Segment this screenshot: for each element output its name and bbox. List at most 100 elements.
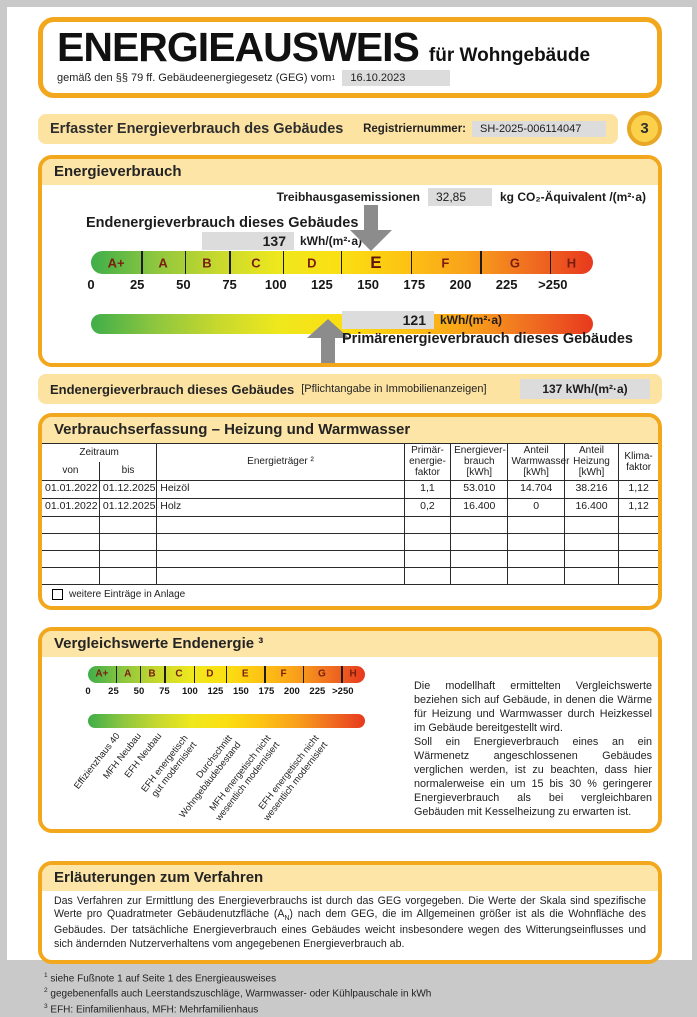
mandatory-banner: Endenergieverbrauch dieses Gebäudes [Pfl… [38,374,662,405]
table-cell [98,549,158,568]
registration-label: Registriernummer: [363,122,466,135]
table-cell: 14.704 [507,479,565,499]
table-cell: 0,2 [403,497,452,517]
table-cell: 01.12.2025 [98,479,158,499]
tick-label: 100 [181,685,198,697]
col-header-klimafaktor: Klima- faktor [618,443,658,481]
energy-class-bar: A+ A B C D E F G H [88,665,365,683]
col-header-bis: bis [98,461,157,481]
table-cell: 16.400 [563,497,620,517]
table-cell [450,532,509,551]
energy-section: Energieverbrauch Treibhausgasemissionen … [38,155,662,368]
table-cell: 01.12.2025 [98,497,158,517]
class-separator [549,251,552,275]
table-cell [403,515,452,534]
end-energy-label: Endenergieverbrauch dieses Gebäudes [86,215,359,232]
class-label-h: H [349,668,357,680]
comparison-labels: Effizienzhaus 40 MFH Neubau EFH Neubau EFH … [72,729,365,827]
primary-energy-label: Primärenergieverbrauch dieses Gebäudes [342,331,633,348]
table-cell [618,549,658,568]
law-footnote-mark: 1 [331,74,336,83]
table-cell [156,566,405,585]
section-header-energy: Energieverbrauch [42,159,658,186]
class-separator [115,665,118,683]
table-cell: 1,12 [618,479,658,499]
table-cell [450,515,509,534]
col-header-primaerenergiefaktor: Primär- energie- faktor [403,443,452,481]
explanation-text: Das Verfahren zur Ermittlung des Energie… [42,891,658,960]
page-number-badge: 3 [627,111,662,147]
tick-label: 150 [357,277,379,293]
table-cell [563,515,620,534]
class-separator [410,251,413,275]
class-label-a: A [158,255,168,271]
table-cell [563,566,620,585]
class-separator [184,251,187,275]
footnote-text: gegebenenfalls auch Leerstandszuschläge,… [47,988,432,1000]
tick-label: 75 [222,277,237,293]
col-header-energietraeger: Energieträger ² [156,443,405,481]
class-separator [302,665,305,683]
tick-label: 25 [108,685,119,697]
class-label-f: F [441,255,450,271]
table-cell [618,566,658,585]
table-cell [42,549,100,568]
tick-label: >250 [332,685,354,697]
table-cell [98,515,158,534]
energy-class-bar: A+ A B C D E F G H [91,251,593,275]
mandatory-label: Endenergieverbrauch dieses Gebäudes [50,381,295,397]
col-header-zeitraum: Zeitraum [42,443,158,462]
table-cell: Heizöl [156,479,405,499]
table-row: 01.01.2022 01.12.2025 Heizöl 1,1 53.010 14.70… [42,479,658,499]
tick-label: 225 [495,277,518,293]
class-separator [193,665,196,683]
class-label-e: E [241,668,249,680]
table-cell [156,532,405,551]
class-separator [164,665,166,683]
tick-label: 0 [85,685,91,697]
class-separator [480,251,482,275]
footnote-text: siehe Fußnote 1 auf Seite 1 des Energiea… [47,973,277,985]
mandatory-note: [Pflichtangabe in Immobilienanzeigen] [301,383,487,396]
class-label-h: H [566,255,577,271]
scale-tick-row: 0 25 50 75 100 125 150 175 200 225 >250 [87,277,593,295]
table-cell [563,549,620,568]
tick-label: 175 [403,277,426,293]
table-cell [618,515,658,534]
table-cell: 16.400 [450,497,509,517]
down-arrow-icon [350,205,392,252]
table-cell [98,532,158,551]
table-cell [563,532,620,551]
tick-label: 175 [258,685,275,697]
tick-label: 50 [176,277,191,293]
table-cell: 1,1 [403,479,452,499]
comparison-paragraph: Die modellhaft ermittelten Vergleichswer… [414,679,652,734]
class-separator [282,251,285,275]
class-label-e: E [370,252,382,272]
tick-label: 150 [232,685,249,697]
energy-gradient-bar [88,713,365,728]
class-label-b: B [148,668,156,680]
table-cell [507,549,565,568]
table-cell: 53.010 [450,479,509,499]
certificate-title: ENERGIEAUSWEIS [57,24,420,70]
comparison-scale: A+ A B C D E F G H 0 25 50 75 100 125 150 175 200 225 >250 [85,665,365,728]
consumption-table: Zeitraum Energieträger ² Primär- energie… [42,443,658,585]
class-separator [340,251,343,275]
additional-entries-checkbox[interactable] [52,588,63,600]
table-cell: 01.01.2022 [42,497,100,517]
table-cell [507,515,565,534]
table-cell [156,515,405,534]
tick-label: 225 [309,685,326,697]
table-cell [403,566,452,585]
primary-energy-unit: kWh/(m²·a) [440,313,502,328]
table-row-empty [42,532,658,551]
explanation-section: Erläuterungen zum Verfahren Das Verfahre… [38,860,662,964]
ghg-emissions-row: Treibhausgasemissionen 32,85 kg CO₂-Äqui… [277,188,646,207]
explanation-sub: N [284,915,290,923]
registration-value-box: SH-2025-006114047 [472,120,606,137]
tick-label: 25 [129,277,145,293]
document-page: ENERGIEAUSWEIS für Wohngebäude gemäß den… [7,7,692,1015]
ghg-unit: kg CO₂-Äquivalent /(m²·a) [499,190,646,205]
col-header-energieverbrauch: Energiever- brauch [kWh] [450,443,509,481]
